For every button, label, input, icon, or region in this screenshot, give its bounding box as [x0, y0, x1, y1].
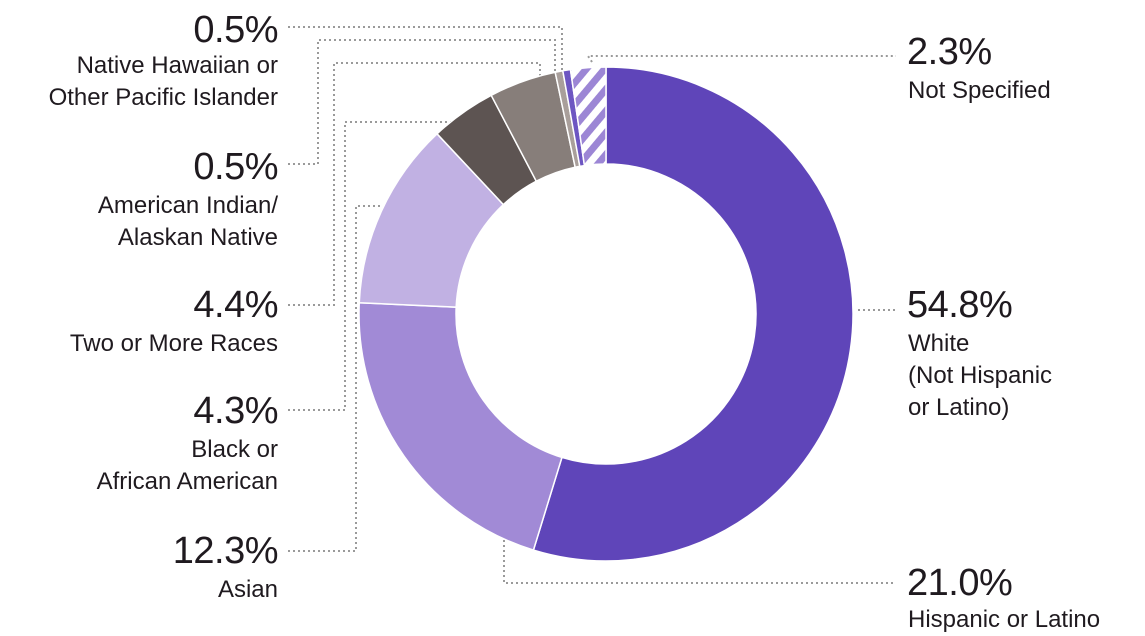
- label-black: Black or African American: [96, 436, 278, 495]
- pct-label-hispanic: 21.0%: [907, 562, 1013, 604]
- label-native-hawaiian: Native Hawaiian or Other Pacific Islande…: [48, 52, 278, 111]
- leader-two-or-more: [288, 62, 541, 306]
- label-white: White (Not Hispanic or Latino): [908, 330, 1053, 421]
- pct-label-native-hawaiian: 0.5%: [193, 9, 278, 51]
- slice-white: [532, 66, 854, 562]
- label-american-indian: American Indian/ Alaskan Native: [97, 192, 278, 251]
- slice-hispanic: [358, 301, 563, 552]
- pct-label-white: 54.8%: [907, 284, 1013, 326]
- leader-american-indian: [288, 39, 556, 165]
- leader-black: [288, 121, 452, 411]
- label-not-specified: Not Specified: [908, 77, 1051, 104]
- donut-slices: [358, 66, 854, 562]
- pct-label-american-indian: 0.5%: [193, 146, 278, 188]
- pct-label-asian: 12.3%: [172, 530, 279, 572]
- leader-not-specified: [586, 55, 896, 63]
- label-asian: Asian: [217, 576, 278, 603]
- label-two-or-more: Two or More Races: [69, 330, 278, 357]
- pct-label-two-or-more: 4.4%: [193, 284, 278, 326]
- leader-lines: [288, 26, 896, 584]
- pct-label-not-specified: 2.3%: [907, 31, 992, 73]
- slice-not-specified: [569, 66, 607, 167]
- pct-label-black: 4.3%: [193, 390, 278, 432]
- label-hispanic: Hispanic or Latino: [908, 606, 1101, 633]
- leader-asian: [288, 205, 382, 552]
- leader-native-hawaiian: [288, 26, 563, 72]
